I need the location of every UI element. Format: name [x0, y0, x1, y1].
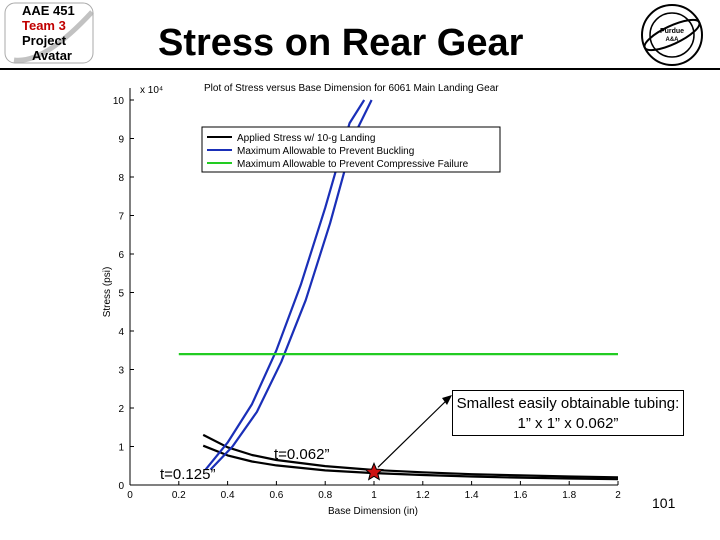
slide-title: Stress on Rear Gear: [158, 22, 524, 64]
x-tick-label: 0.2: [172, 490, 186, 501]
x-tick-label: 0.4: [221, 490, 235, 501]
y-tick-label: 0: [118, 481, 124, 492]
svg-text:A&A: A&A: [666, 37, 680, 43]
legend-label: Maximum Allowable to Prevent Compressive…: [237, 159, 469, 170]
page-number: 101: [652, 495, 676, 511]
svg-text:Purdue: Purdue: [660, 28, 684, 35]
y-tick-label: 3: [118, 366, 124, 377]
label-t062: t=0.062”: [274, 446, 330, 463]
x-tick-label: 1: [371, 490, 377, 501]
label-t125: t=0.125”: [160, 466, 216, 483]
x-tick-label: 1.2: [416, 490, 430, 501]
x-tick-label: 1.6: [513, 490, 527, 501]
y-multiplier: x 10⁴: [140, 85, 163, 96]
chart-title: Plot of Stress versus Base Dimension for…: [204, 83, 499, 94]
legend-box: [201, 126, 501, 173]
purdue-logo: Purdue A&A: [632, 2, 712, 68]
x-tick-label: 0.6: [269, 490, 283, 501]
callout-arrow-line: [377, 397, 450, 468]
y-tick-label: 9: [118, 135, 124, 146]
team-logo-swoosh: [4, 2, 94, 64]
y-tick-label: 2: [118, 404, 124, 415]
logo-line-3: Project: [22, 33, 67, 48]
y-tick-label: 10: [113, 96, 125, 107]
selected-design-star-marker: [364, 461, 384, 481]
x-tick-label: 1.4: [465, 490, 479, 501]
x-axis-label: Base Dimension (in): [328, 506, 418, 517]
series-line-1: [202, 444, 619, 481]
legend-label: Applied Stress w/ 10-g Landing: [237, 133, 375, 144]
y-tick-label: 4: [118, 327, 124, 338]
y-axis-label: Stress (psi): [102, 267, 113, 318]
x-tick-label: 1.8: [562, 490, 576, 501]
team-logo: AAE 451 Team 3 Project Avatar: [4, 2, 96, 66]
y-tick-label: 7: [118, 212, 124, 223]
x-tick-label: 0: [127, 490, 133, 501]
y-tick-label: 6: [118, 250, 124, 261]
logo-line-4: Avatar: [32, 48, 72, 63]
x-tick-label: 2: [615, 490, 621, 501]
tubing-callout: Smallest easily obtainable tubing: 1” x …: [452, 390, 684, 436]
y-tick-label: 1: [118, 443, 124, 454]
title-rule: [0, 68, 720, 70]
series-line-0: [202, 433, 619, 479]
logo-line-2: Team 3: [22, 18, 66, 33]
y-tick-label: 5: [118, 289, 124, 300]
legend-label: Maximum Allowable to Prevent Buckling: [237, 146, 414, 157]
x-tick-label: 0.8: [318, 490, 332, 501]
callout-arrowhead: [442, 395, 452, 405]
y-tick-label: 8: [118, 173, 124, 184]
logo-line-1: AAE 451: [22, 3, 75, 18]
